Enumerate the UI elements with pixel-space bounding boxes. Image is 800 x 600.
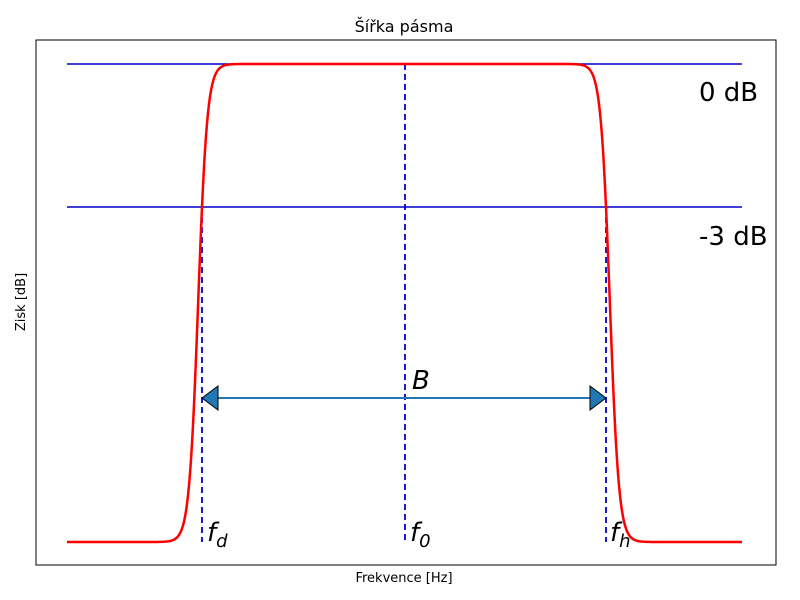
y-axis-label: Zisk [dB] <box>14 273 29 331</box>
gain-curve <box>67 62 742 544</box>
f0-subscript: 0 <box>419 531 430 552</box>
plot-frame <box>35 39 777 566</box>
bandwidth-arrow-left-head <box>201 385 219 411</box>
x-axis-label: Frekvence [Hz] <box>355 571 452 586</box>
fd-marker-label: fd <box>207 518 228 552</box>
f0-marker-label: f0 <box>410 518 431 552</box>
bandwidth-label: B <box>412 366 430 396</box>
chart-title: Šířka pásma <box>355 17 454 36</box>
fh-subscript: h <box>619 531 630 552</box>
fh-marker-label: fh <box>610 518 631 552</box>
minus-three-db-label: -3 dB <box>699 222 768 252</box>
fd-subscript: d <box>216 531 228 552</box>
bandwidth-arrow-right-head <box>589 385 607 411</box>
zero-db-label: 0 dB <box>699 78 758 108</box>
